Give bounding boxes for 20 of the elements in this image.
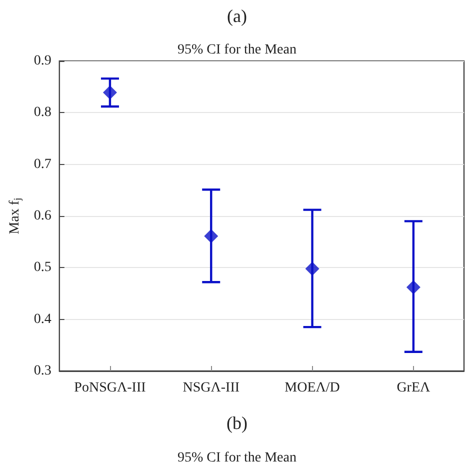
- y-tick-label: 0.8: [34, 105, 52, 120]
- x-tick-label: MOEΛ/D: [284, 380, 340, 396]
- y-tick-label: 0.9: [34, 54, 52, 68]
- text: (b): [226, 413, 248, 433]
- y-tick-label: 0.3: [34, 364, 52, 378]
- x-tick-label: PoNSGΛ-III: [74, 380, 146, 396]
- point: [305, 262, 320, 276]
- text: 95% CI for the Mean: [178, 450, 296, 466]
- y-tick-label: 0.5: [34, 260, 52, 276]
- y-axis-title: Max fj: [8, 198, 24, 234]
- y-tick-label: 0.4: [34, 312, 52, 327]
- x-tick-label: NSGΛ-III: [182, 380, 240, 396]
- point: [406, 280, 420, 294]
- point: [204, 229, 218, 244]
- y-tick-label: 0.7: [34, 156, 52, 172]
- point: [102, 86, 117, 100]
- y-tick-label: 0.6: [34, 208, 52, 224]
- chart-title: 95% CI for the Mean: [178, 42, 296, 58]
- text: (a): [227, 6, 247, 26]
- x-tick-label: GrEΛ: [396, 380, 432, 396]
